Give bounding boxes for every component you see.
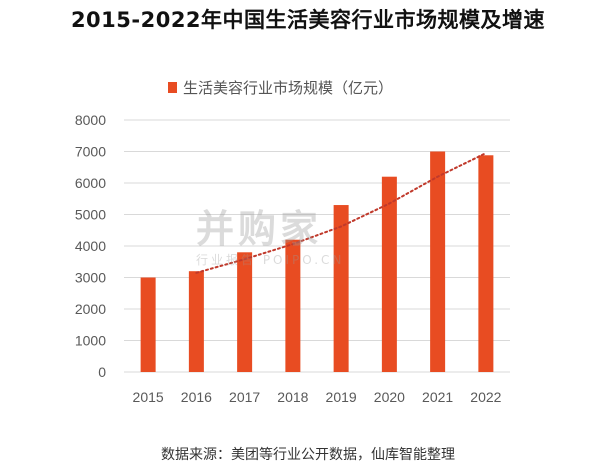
bar [188,271,204,372]
y-tick-label: 5000 [75,207,106,223]
y-tick-label: 4000 [75,238,106,254]
y-tick-label: 3000 [75,270,106,286]
y-tick-label: 0 [98,364,106,380]
legend-label: 生活美容行业市场规模（亿元） [183,79,394,97]
bar [381,176,397,372]
x-tick-label: 2017 [229,389,260,405]
y-tick-label: 7000 [75,144,106,160]
bar [237,252,253,372]
y-tick-label: 1000 [75,333,106,349]
legend: 生活美容行业市场规模（亿元） [168,77,393,98]
y-tick-label: 8000 [75,112,106,128]
x-tick-label: 2016 [181,389,212,405]
bar [430,151,446,372]
x-tick-label: 2019 [326,389,357,405]
bar [478,155,494,372]
x-tick-label: 2020 [374,389,405,405]
source-note: 数据来源：美团等行业公开数据，仙库智能整理 [161,447,455,463]
y-tick-label: 2000 [75,301,106,317]
bar [140,277,156,372]
bar [333,205,349,372]
x-tick-label: 2022 [470,389,501,405]
chart-title: 2015-2022年中国生活美容行业市场规模及增速 [70,8,546,32]
bar [285,239,301,372]
x-tick-label: 2018 [277,389,308,405]
trend-line [195,152,487,274]
y-tick-label: 6000 [75,175,106,191]
x-tick-label: 2021 [422,389,453,405]
x-tick-label: 2015 [133,389,164,405]
legend-swatch [168,82,177,93]
